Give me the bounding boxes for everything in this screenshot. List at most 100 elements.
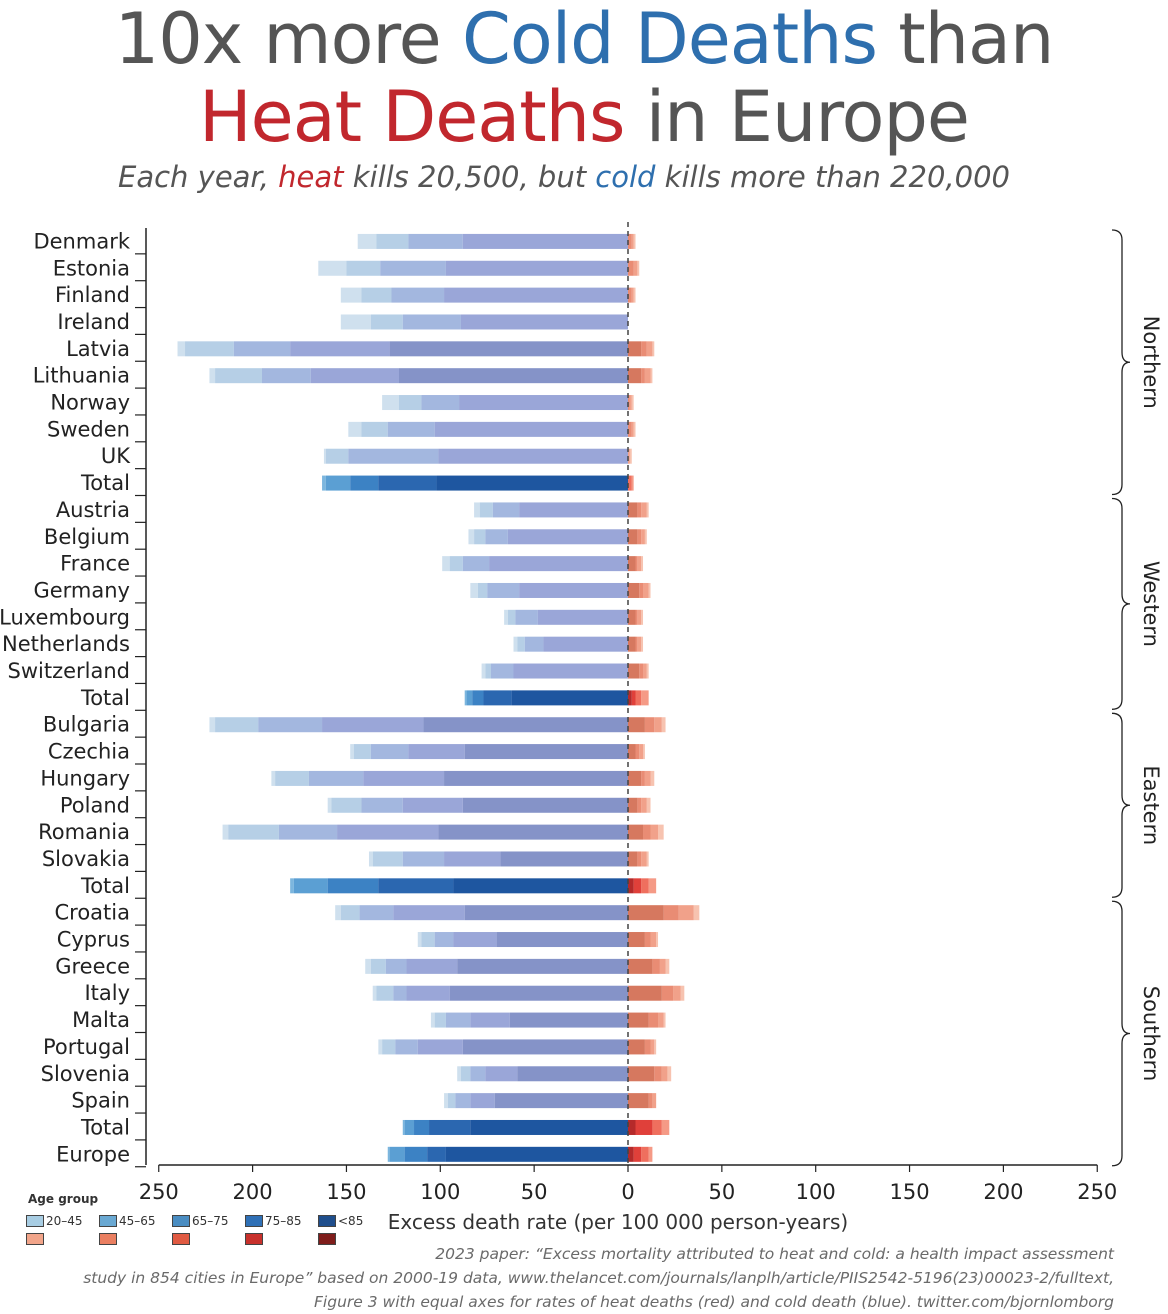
heat-bar-segment bbox=[628, 448, 630, 464]
cold-bar-segment bbox=[365, 958, 371, 974]
source-footnote: 2023 paper: “Excess mortality attributed… bbox=[14, 1242, 1114, 1314]
cold-bar-segment bbox=[327, 797, 332, 813]
cold-bar-segment bbox=[507, 529, 628, 545]
heat-bar-segment bbox=[631, 395, 634, 411]
cold-bar-segment bbox=[537, 609, 628, 625]
cold-bar-segment bbox=[402, 797, 463, 813]
cold-bar-segment bbox=[421, 932, 435, 948]
cold-bar-segment bbox=[524, 636, 544, 652]
heat-bar-segment bbox=[646, 341, 653, 357]
cold-bar-segment bbox=[474, 529, 486, 545]
cold-bar-segment bbox=[387, 1146, 390, 1162]
y-tick-label: Total bbox=[80, 1115, 130, 1139]
cold-bar-segment bbox=[361, 287, 392, 303]
cold-bar-segment bbox=[222, 824, 229, 840]
cold-bar-segment bbox=[444, 1093, 448, 1109]
footnote-line: Figure 3 with equal axes for rates of he… bbox=[314, 1293, 1114, 1311]
heat-bar-segment bbox=[628, 341, 642, 357]
heat-bar-segment bbox=[633, 421, 636, 437]
cold-bar-segment bbox=[177, 341, 186, 357]
cold-bar-segment bbox=[457, 1066, 461, 1082]
title-hot-text: Heat Deaths bbox=[199, 76, 625, 158]
cold-bar-segment bbox=[477, 582, 488, 598]
y-tick-label: Europe bbox=[56, 1142, 130, 1166]
cold-bar-segment bbox=[378, 1039, 383, 1055]
heat-bar-segment bbox=[680, 985, 685, 1001]
heat-bar-segment bbox=[648, 1146, 653, 1162]
cold-bar-segment bbox=[389, 341, 628, 357]
heat-bar-segment bbox=[639, 744, 644, 760]
heat-bar-segment bbox=[637, 797, 642, 813]
heat-bar-segment bbox=[641, 609, 644, 625]
cold-bar-segment bbox=[353, 744, 371, 760]
cold-bar-segment bbox=[363, 770, 445, 786]
subtitle-text: kills more than 220,000 bbox=[655, 160, 1010, 194]
cold-bar-segment bbox=[485, 1066, 518, 1082]
footnote-line: 2023 paper: “Excess mortality attributed… bbox=[435, 1245, 1114, 1263]
heat-bar-segment bbox=[654, 1039, 657, 1055]
cold-bar-segment bbox=[337, 824, 439, 840]
cold-bar-segment bbox=[470, 582, 478, 598]
region-brace bbox=[1111, 229, 1131, 496]
legend-label: 45–65 bbox=[119, 1214, 156, 1228]
cold-bar-segment bbox=[464, 690, 467, 706]
cold-bar-segment bbox=[404, 1119, 415, 1135]
cold-bar-segment bbox=[368, 851, 373, 867]
legend-item-heat bbox=[26, 1233, 46, 1245]
cold-bar-segment bbox=[271, 770, 276, 786]
cold-bar-segment bbox=[399, 368, 628, 384]
cold-bar-segment bbox=[507, 609, 516, 625]
legend-swatch-cold bbox=[172, 1215, 190, 1227]
heat-bar-segment bbox=[628, 636, 636, 652]
cold-bar-segment bbox=[399, 395, 422, 411]
heat-bar-segment bbox=[641, 556, 644, 572]
cold-bar-segment bbox=[444, 851, 501, 867]
legend-item-heat bbox=[172, 1233, 192, 1245]
cold-bar-segment bbox=[340, 314, 371, 330]
cold-bar-segment bbox=[357, 233, 377, 249]
y-tick-label: Slovakia bbox=[42, 847, 130, 871]
cold-bar-segment bbox=[402, 851, 445, 867]
y-tick-label: Croatia bbox=[55, 901, 131, 925]
region-label: Northern bbox=[1139, 316, 1163, 409]
heat-bar-segment bbox=[628, 1039, 645, 1055]
cold-bar-segment bbox=[348, 448, 439, 464]
y-tick-label: Hungary bbox=[40, 766, 130, 790]
heat-bar-segment bbox=[628, 421, 632, 437]
heat-bar-segment bbox=[628, 260, 634, 276]
heat-bar-segment bbox=[628, 744, 636, 760]
cold-bar-segment bbox=[385, 958, 407, 974]
cold-bar-segment bbox=[380, 260, 446, 276]
heat-bar-segment bbox=[644, 717, 655, 733]
heat-bar-segment bbox=[650, 368, 653, 384]
heat-bar-segment bbox=[658, 1012, 664, 1028]
cold-bar-segment bbox=[209, 717, 216, 733]
heat-bar-segment bbox=[652, 958, 660, 974]
cold-bar-segment bbox=[515, 609, 538, 625]
y-tick-label: Belgium bbox=[44, 525, 130, 549]
legend-swatch-heat bbox=[172, 1233, 190, 1245]
cold-bar-segment bbox=[462, 1039, 628, 1055]
cold-bar-segment bbox=[430, 1012, 435, 1028]
legend-swatch-heat bbox=[26, 1233, 44, 1245]
cold-bar-segment bbox=[466, 690, 473, 706]
cold-bar-segment bbox=[370, 958, 386, 974]
title-text: 10x more bbox=[114, 0, 462, 80]
cold-bar-segment bbox=[462, 233, 628, 249]
cold-bar-segment bbox=[327, 878, 379, 894]
cold-bar-segment bbox=[517, 1066, 628, 1082]
heat-bar-segment bbox=[646, 663, 649, 679]
heat-bar-segment bbox=[678, 905, 694, 921]
cold-bar-segment bbox=[376, 985, 394, 1001]
title-text: than bbox=[876, 0, 1054, 80]
cold-bar-segment bbox=[438, 824, 628, 840]
legend-item-cold: 65–75 bbox=[172, 1214, 229, 1228]
cold-bar-segment bbox=[378, 475, 437, 491]
y-tick-label: Portugal bbox=[43, 1035, 130, 1059]
cold-bar-segment bbox=[444, 287, 628, 303]
cold-bar-segment bbox=[470, 1012, 510, 1028]
heat-bar-segment bbox=[650, 1039, 655, 1055]
heat-bar-segment bbox=[633, 233, 636, 249]
cold-bar-segment bbox=[444, 770, 628, 786]
heat-bar-segment bbox=[656, 932, 659, 948]
